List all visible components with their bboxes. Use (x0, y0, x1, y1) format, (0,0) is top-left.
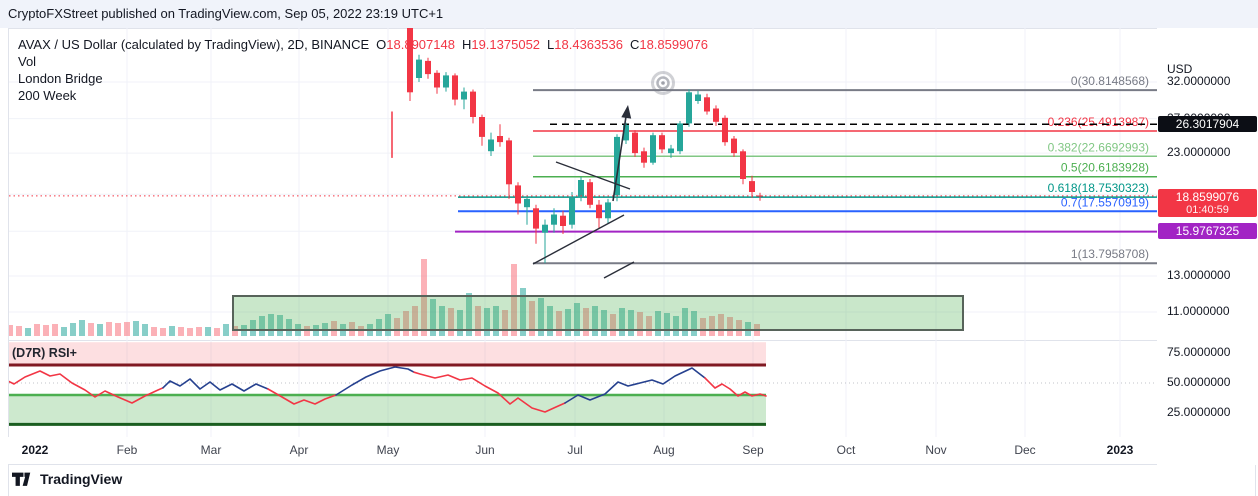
legend-item-volume[interactable]: Vol (18, 54, 37, 69)
svg-text:0(30.8148568): 0(30.8148568) (1071, 74, 1149, 88)
ohlc-key: C (629, 37, 640, 52)
ohlc-key: H (461, 37, 472, 52)
ohlc-key: O (376, 37, 387, 52)
time-axis-label: 2023 (1106, 443, 1134, 457)
time-axis-label: Mar (200, 443, 222, 457)
svg-text:0.236(25.4913987): 0.236(25.4913987) (1048, 115, 1149, 129)
price-axis-label: 32.0000000 (1167, 74, 1231, 88)
time-axis-label: Aug (653, 443, 675, 457)
price-badge: 26.3017904 (1158, 116, 1257, 132)
time-axis-label: May (376, 443, 400, 457)
currency-label: USD (1167, 62, 1193, 76)
time-axis-label: Feb (116, 443, 138, 457)
legend: AVAX / US Dollar (calculated by TradingV… (18, 37, 708, 103)
widget-top-border (8, 28, 1256, 29)
svg-text:1(13.7958708): 1(13.7958708) (1071, 247, 1149, 261)
svg-text:0.382(22.6692993): 0.382(22.6692993) (1048, 140, 1149, 154)
time-axis-bottom-border (8, 464, 1256, 465)
legend-item-london-bridge[interactable]: London Bridge (18, 71, 103, 86)
attribution-bar: CryptoFXStreet published on TradingView.… (0, 0, 1258, 28)
attribution-text: CryptoFXStreet published on TradingView.… (8, 6, 444, 21)
legend-item-200-week[interactable]: 200 Week (18, 88, 77, 103)
ohlc-value: 18.8907148 (386, 37, 455, 52)
tradingview-wordmark: TradingView (40, 471, 123, 487)
rsi-axis-label: 50.0000000 (1167, 375, 1231, 389)
tradingview-watermark[interactable]: TradingView (12, 471, 122, 487)
svg-text:0.618(18.7530323): 0.618(18.7530323) (1048, 181, 1149, 195)
ohlc-value: 18.8599076 (639, 37, 709, 52)
ohlc-value: 18.4363536 (554, 37, 623, 52)
svg-text:0.5(20.6183928): 0.5(20.6183928) (1061, 161, 1149, 175)
time-axis-label: Jun (475, 443, 495, 457)
ohlc-values: O18.8907148 H19.1375052 L18.4363536 C18.859… (369, 37, 708, 52)
rsi-axis-label: 75.0000000 (1167, 345, 1231, 359)
rsi-axis-label: 25.0000000 (1167, 405, 1231, 419)
time-axis-label: Oct (836, 443, 856, 457)
widget-left-border (8, 28, 9, 496)
time-axis[interactable]: 2022 Feb Mar Apr May Jun Jul Aug Sep Oct Nov Dec 202… (0, 437, 1258, 464)
rsi-pane-label[interactable]: (D7R) RSI+ (12, 346, 77, 360)
symbol-title[interactable]: AVAX / US Dollar (calculated by TradingV… (18, 37, 709, 52)
time-axis-label: Dec (1014, 443, 1036, 457)
time-axis-label: 2022 (21, 443, 49, 457)
ohlc-value: 19.1375052 (471, 37, 541, 52)
price-axis[interactable]: USD 32.000000027.000000023.000000013.000… (1157, 28, 1258, 465)
price-axis-label: 13.0000000 (1167, 268, 1231, 282)
svg-text:0.7(17.5570919): 0.7(17.5570919) (1061, 195, 1149, 209)
price-axis-label: 23.0000000 (1167, 145, 1231, 159)
time-axis-label: Jul (567, 443, 583, 457)
chart-canvas[interactable]: 0(30.8148568) 0.236(25.4913987) 0.382(22.6… (9, 28, 1157, 437)
tradingview-logo-icon (12, 472, 31, 486)
time-axis-label: Apr (289, 443, 309, 457)
time-axis-label: Sep (742, 443, 764, 457)
ohlc-key: L (547, 37, 555, 52)
price-badge: 15.9767325 (1158, 223, 1257, 239)
price-axis-label: 11.0000000 (1167, 304, 1230, 318)
countdown-timer: 01:40:59 (1186, 204, 1229, 216)
price-badge: 18.8599076 01:40:59 (1158, 189, 1257, 217)
pane-separator[interactable] (9, 340, 1256, 341)
time-axis-label: Nov (925, 443, 947, 457)
